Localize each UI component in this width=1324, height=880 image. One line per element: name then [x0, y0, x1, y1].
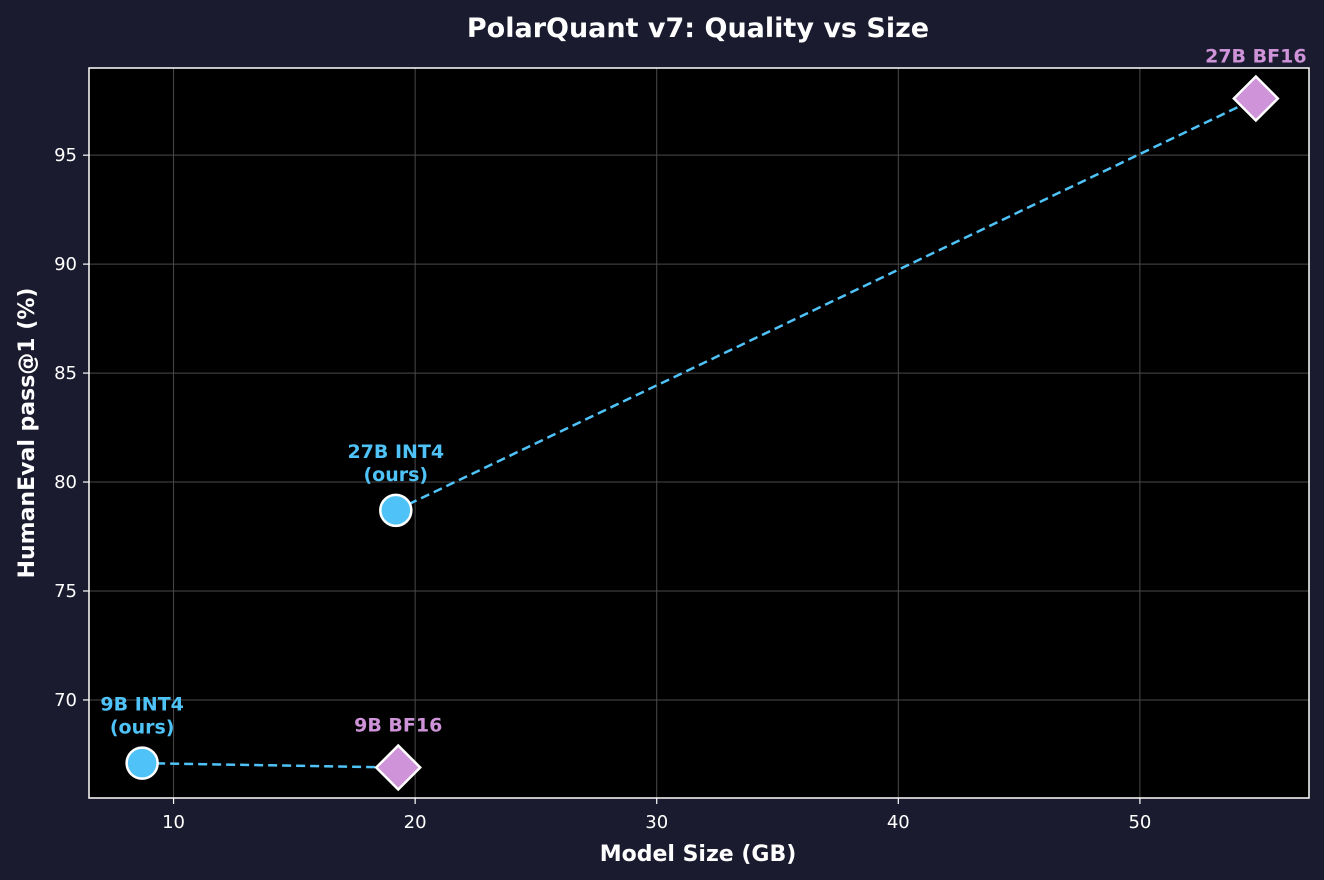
y-tick-label: 90 — [54, 254, 77, 275]
point-9b-int4 — [125, 746, 159, 780]
plot-frame — [88, 67, 1310, 799]
connector-27b-int4-to-27b-bf16 — [395, 97, 1257, 512]
x-tick-label: 50 — [1128, 812, 1151, 833]
y-tick-label: 85 — [54, 363, 77, 384]
point-label-9b-int4: (ours) — [110, 717, 175, 739]
point-9b-bf16 — [374, 743, 422, 792]
x-tick-label: 30 — [645, 812, 668, 833]
x-axis-label: Model Size (GB) — [600, 842, 797, 867]
x-tick-label: 20 — [404, 812, 427, 833]
x-tick-label: 40 — [887, 812, 910, 833]
point-label-27b-bf16: 27B BF16 — [1205, 46, 1306, 68]
grid — [89, 68, 1309, 798]
point-27b-int4 — [379, 493, 413, 528]
connector-9b-int4-to-9b-bf16 — [142, 761, 399, 769]
y-tick-label: 80 — [54, 472, 77, 493]
y-tick-label: 70 — [54, 690, 77, 711]
y-tick-label: 95 — [54, 145, 77, 166]
y-tick-label: 75 — [54, 581, 77, 602]
point-label-27b-int4: 27B INT4 — [347, 441, 444, 463]
data-points — [125, 74, 1280, 792]
connectors — [142, 97, 1257, 769]
y-axis-label: HumanEval pass@1 (%) — [15, 288, 40, 579]
axis-ticks: 10 20 30 40 50 70 75 80 85 90 95 — [54, 145, 1151, 833]
chart-title: PolarQuant v7: Quality vs Size — [467, 13, 929, 44]
x-tick-label: 10 — [162, 812, 185, 833]
point-27b-bf16 — [1232, 74, 1280, 123]
point-label-9b-int4: 9B INT4 — [100, 694, 183, 716]
point-label-9b-bf16: 9B BF16 — [354, 714, 442, 736]
point-label-27b-int4: (ours) — [363, 464, 428, 486]
plot-area — [89, 68, 1309, 798]
